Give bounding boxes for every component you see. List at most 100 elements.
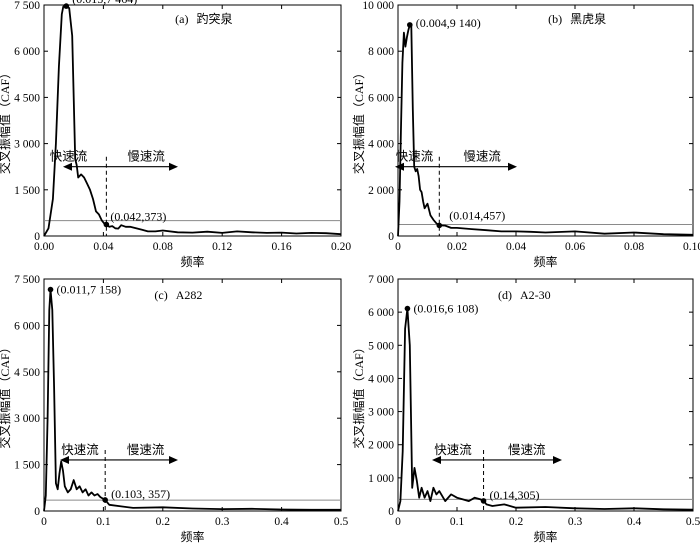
y-tick-label: 8 000 — [368, 46, 394, 58]
x-tick-label: 0.04 — [506, 241, 526, 253]
y-tick-label: 6 000 — [14, 320, 40, 332]
plot-frame — [43, 278, 342, 512]
x-tick-label: 0.16 — [272, 241, 292, 253]
x-tick-label: 0.3 — [568, 516, 583, 528]
y-tick-label: 7 000 — [368, 274, 394, 286]
annotation-point — [436, 222, 443, 229]
fast-flow-arrowhead — [60, 455, 69, 464]
y-tick-label: 0 — [388, 231, 394, 243]
slow-flow-label: 慢速流 — [127, 443, 165, 457]
y-tick-label: 2 000 — [368, 440, 394, 452]
y-axis-label: 交叉振幅值（CAF） — [0, 341, 12, 448]
slow-flow-arrowhead — [169, 162, 178, 171]
y-tick-label: 3 000 — [14, 139, 40, 151]
y-tick-label: 4 000 — [368, 139, 394, 151]
fast-flow-label: 快速流 — [396, 150, 434, 164]
x-tick-label: 0.2 — [156, 516, 171, 528]
y-tick-label: 10 000 — [362, 0, 394, 12]
x-tick-label: 0.1 — [450, 516, 465, 528]
y-tick-label: 6 000 — [14, 46, 40, 58]
y-tick-label: 5 000 — [368, 340, 394, 352]
x-tick-label: 0.08 — [153, 241, 173, 253]
x-axis-label: 频率 — [533, 254, 557, 269]
slow-flow-arrowhead — [169, 455, 178, 464]
panel-label: (d) — [498, 288, 512, 302]
fast-flow-label: 快速流 — [61, 443, 99, 457]
x-tick-label: 0.02 — [447, 241, 467, 253]
annotation-label: (0.014,457) — [449, 208, 505, 222]
y-axis-label: 交叉振幅值（CAF） — [0, 67, 12, 174]
y-tick-label: 7 500 — [14, 274, 40, 286]
annotation-point — [407, 22, 413, 28]
x-axis-label: 频率 — [533, 529, 557, 544]
x-tick-label: 0.3 — [215, 516, 230, 528]
x-tick-label: 0 — [41, 516, 47, 528]
y-axis-label: 交叉振幅值（CAF） — [351, 341, 366, 448]
y-tick-label: 3 000 — [368, 407, 394, 419]
x-axis-label: 频率 — [180, 529, 204, 544]
annotation-point — [480, 498, 487, 504]
slow-flow-arrowhead — [553, 455, 562, 464]
annotation-label: (0.015,7 464) — [72, 0, 137, 6]
slow-flow-label: 慢速流 — [463, 150, 501, 164]
annotation-label: (0.011,7 158) — [57, 283, 122, 297]
fast-flow-arrowhead — [395, 162, 404, 171]
annotation-point — [103, 221, 110, 228]
slow-flow-label: 慢速流 — [508, 443, 546, 457]
x-tick-label: 0.12 — [212, 241, 232, 253]
x-tick-label: 0.10 — [683, 241, 700, 253]
x-tick-label: 0.5 — [334, 516, 349, 528]
x-tick-label: 0.1 — [96, 516, 111, 528]
fast-flow-arrowhead — [63, 162, 72, 171]
series-line — [397, 307, 694, 512]
panel-title: 黑虎泉 — [570, 12, 606, 26]
y-tick-label: 4 000 — [368, 373, 394, 385]
x-tick-label: 0.00 — [34, 241, 54, 253]
x-tick-label: 0.08 — [624, 241, 644, 253]
annotation-label: (0.016,6 108) — [413, 302, 478, 316]
x-tick-label: 0.20 — [331, 241, 351, 253]
y-tick-label: 2 000 — [368, 185, 394, 197]
panel-label: (b) — [548, 12, 562, 26]
y-tick-label: 0 — [34, 506, 40, 518]
plot-frame — [43, 4, 342, 237]
fast-flow-label: 快速流 — [434, 443, 472, 457]
y-tick-label: 3 000 — [14, 413, 40, 425]
x-tick-label: 0.5 — [686, 516, 700, 528]
x-tick-label: 0.06 — [565, 241, 585, 253]
chart-panel-2: 0 2 000 4 000 6 000 8 000 10 000 0 0.02 0.04 0.06… — [351, 0, 700, 269]
panel-title: 趵突泉 — [197, 11, 233, 26]
y-axis-label: 交叉振幅值（CAF） — [351, 67, 366, 174]
y-tick-label: 1 500 — [14, 460, 40, 472]
x-tick-label: 0.4 — [274, 516, 289, 528]
x-tick-label: 0.4 — [627, 516, 642, 528]
y-tick-label: 0 — [34, 231, 40, 243]
annotation-point — [47, 286, 54, 293]
fast-flow-label: 快速流 — [50, 150, 88, 164]
chart-panel-3: 0 1 500 3 000 4 500 6 000 7 500 0 0.1 0.2 0.3 0.4 0… — [0, 274, 348, 544]
plot-frame — [397, 4, 694, 237]
series-line — [397, 24, 694, 237]
x-axis-label: 频率 — [180, 254, 204, 269]
x-tick-label: 0.04 — [93, 241, 113, 253]
slow-flow-label: 慢速流 — [127, 150, 165, 164]
panel-label: (c) — [154, 288, 167, 302]
plot-frame — [397, 278, 694, 512]
series-line — [43, 5, 342, 237]
annotation-label: (0.14,305) — [490, 488, 540, 502]
y-tick-label: 1 000 — [368, 473, 394, 485]
y-tick-label: 1 500 — [14, 185, 40, 197]
x-tick-label: 0 — [395, 516, 401, 528]
panel-title: A2-30 — [520, 288, 551, 302]
y-tick-label: 6 000 — [368, 92, 394, 104]
y-tick-label: 4 500 — [14, 367, 40, 379]
y-tick-label: 4 500 — [14, 92, 40, 104]
annotation-label: (0.042,373) — [110, 210, 166, 224]
slow-flow-arrowhead — [508, 162, 517, 171]
series-line — [43, 288, 341, 512]
chart-panel-4: 0 1 000 2 000 3 000 4 000 5 000 6 000 7 000 0 0.1… — [351, 274, 700, 544]
y-tick-label: 0 — [388, 506, 394, 518]
annotation-point — [63, 3, 70, 9]
annotation-point — [404, 305, 411, 312]
x-tick-label: 0 — [395, 241, 401, 253]
